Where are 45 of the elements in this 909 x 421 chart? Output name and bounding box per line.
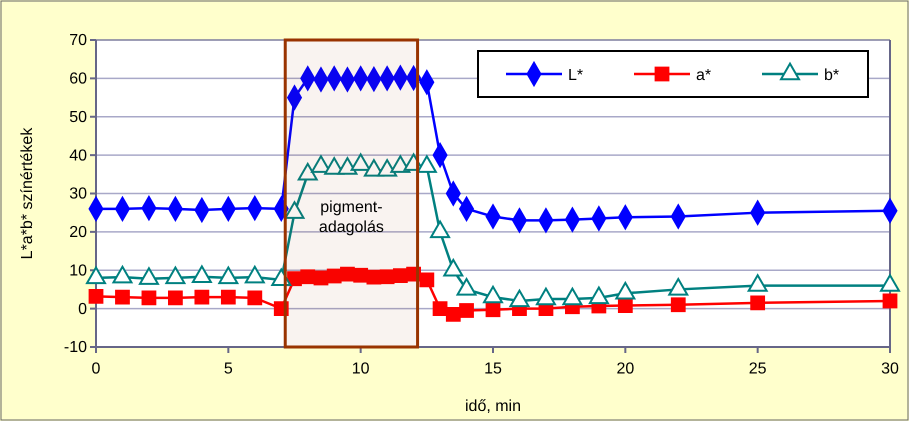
x-tick-label: 10 xyxy=(352,360,370,378)
point xyxy=(314,270,328,286)
y-tick-label: -10 xyxy=(64,339,88,356)
point xyxy=(419,272,434,288)
point xyxy=(446,306,461,322)
point xyxy=(274,301,289,316)
point xyxy=(406,266,421,282)
point xyxy=(618,298,633,313)
legend-label: L* xyxy=(568,67,584,84)
y-tick-label: 0 xyxy=(78,300,88,318)
x-tick-label: 30 xyxy=(881,360,899,378)
point xyxy=(380,269,395,284)
y-tick-label: 70 xyxy=(69,32,88,50)
x-tick-label: 5 xyxy=(224,360,233,378)
legend-label: a* xyxy=(696,67,712,84)
y-tick-label: 10 xyxy=(69,262,88,280)
x-tick-label: 20 xyxy=(616,360,634,378)
point xyxy=(247,290,262,306)
legend-label: b* xyxy=(824,67,840,84)
band-label: pigment-adagolás xyxy=(318,199,384,236)
point xyxy=(750,295,766,310)
x-tick-label: 25 xyxy=(748,360,767,378)
point xyxy=(326,268,342,284)
x-tick-label: 0 xyxy=(92,360,101,378)
point xyxy=(220,290,236,305)
point xyxy=(670,297,686,312)
point xyxy=(168,290,183,306)
point xyxy=(459,303,474,318)
y-axis-title: L*a*b* színértékek xyxy=(19,126,36,260)
point xyxy=(88,288,104,304)
y-tick-label: 50 xyxy=(69,108,88,126)
x-axis-title: idő, min xyxy=(464,398,522,415)
y-tick-label: 60 xyxy=(69,70,88,88)
point xyxy=(432,301,448,316)
x-tick-label: 15 xyxy=(484,360,502,378)
point xyxy=(340,266,355,282)
point xyxy=(486,302,500,318)
y-tick-label: 30 xyxy=(69,186,88,203)
point xyxy=(142,290,156,306)
y-tick-label: 20 xyxy=(69,224,88,241)
point xyxy=(194,290,210,305)
point xyxy=(882,294,898,308)
y-tick-label: 40 xyxy=(69,147,88,164)
point xyxy=(115,290,130,305)
point xyxy=(392,268,408,284)
